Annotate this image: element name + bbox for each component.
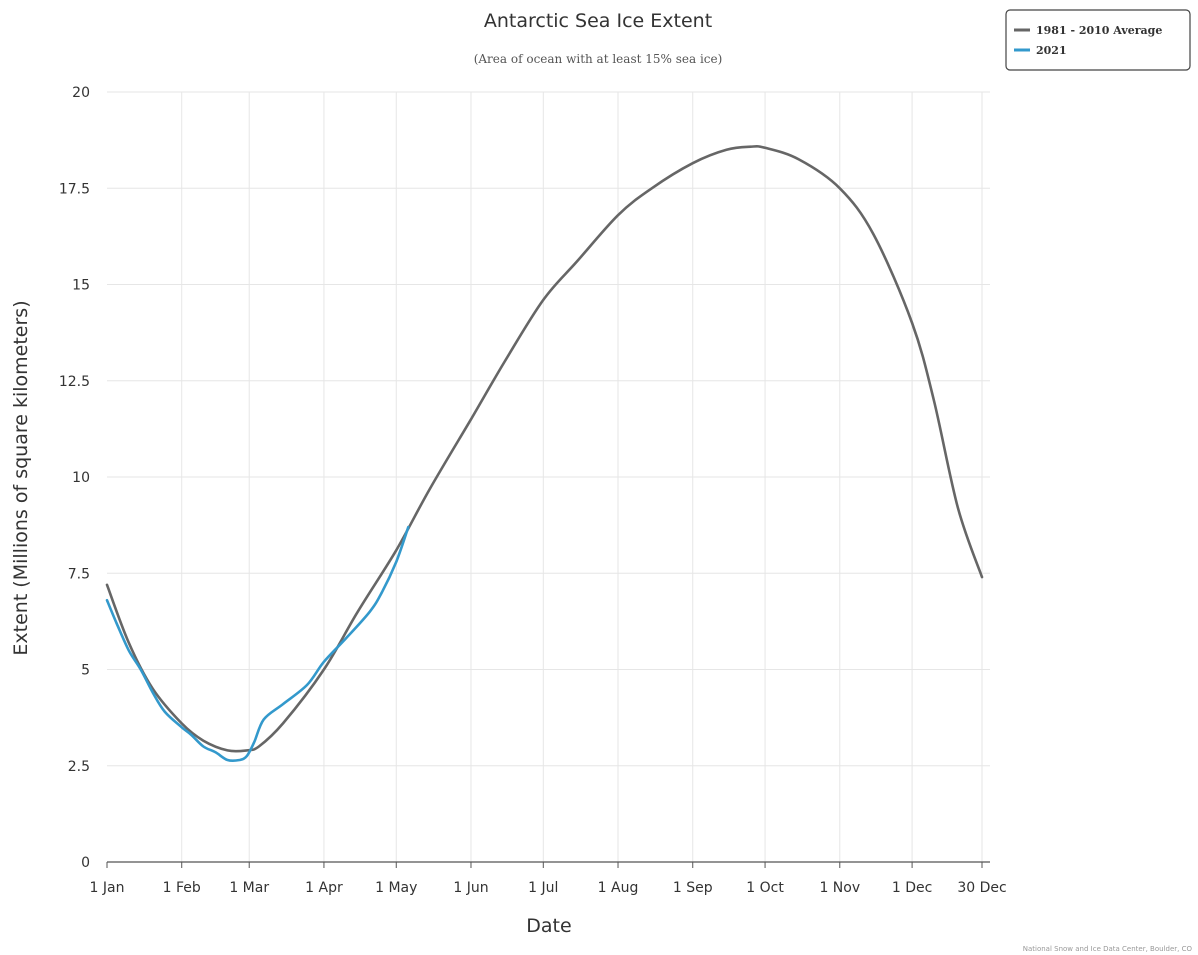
x-tick-label: 1 Aug [598,880,639,896]
x-tick-label: 1 Feb [163,880,201,896]
y-tick-label: 10 [72,470,90,486]
x-axis-ticks: 1 Jan 1 Feb 1 Mar 1 Apr 1 May 1 Jun 1 Jul 1 Aug… [90,880,1007,896]
x-tick-label: 1 May [375,880,417,896]
y-tick-label: 15 [72,278,90,294]
x-tick-label: 1 Apr [305,880,343,896]
y-axis-title: Extent (Millions of square kilometers) [10,300,32,655]
y-tick-label: 2.5 [68,759,90,775]
x-tick-label: 1 Oct [746,880,784,896]
x-tick-label: 30 Dec [957,880,1006,896]
x-tick-label: 1 Jun [453,880,488,896]
grid-lines [107,91,990,862]
series-lines [105,145,984,763]
chart-title: Antarctic Sea Ice Extent [484,10,712,32]
y-tick-label: 0 [81,855,90,871]
x-axis-title: Date [526,915,571,937]
y-tick-label: 7.5 [68,566,90,582]
x-tick-label: 1 Sep [673,880,713,896]
y-tick-label: 17.5 [59,181,90,197]
chart-subtitle: (Area of ocean with at least 15% sea ice… [474,52,723,66]
x-tick-label: 1 Jan [90,880,125,896]
source-credit: National Snow and Ice Data Center, Bould… [1023,945,1193,953]
x-tick-label: 1 Jul [528,880,558,896]
legend-label-average: 1981 - 2010 Average [1036,24,1162,37]
legend: 1981 - 2010 Average 2021 [1005,9,1191,71]
legend-label-2021: 2021 [1036,44,1067,57]
y-tick-label: 5 [81,663,90,679]
x-tick-label: 1 Mar [229,880,269,896]
y-tick-label: 12.5 [59,374,90,390]
y-axis-ticks: 0 2.5 5 7.5 10 12.5 15 17.5 20 [59,85,90,871]
y-tick-label: 20 [72,85,90,101]
axes [106,861,990,868]
legend-box [1005,9,1191,71]
x-tick-label: 1 Dec [892,880,932,896]
x-tick-label: 1 Nov [819,880,860,896]
series-line-average [105,145,984,753]
series-line-2021 [105,525,410,763]
